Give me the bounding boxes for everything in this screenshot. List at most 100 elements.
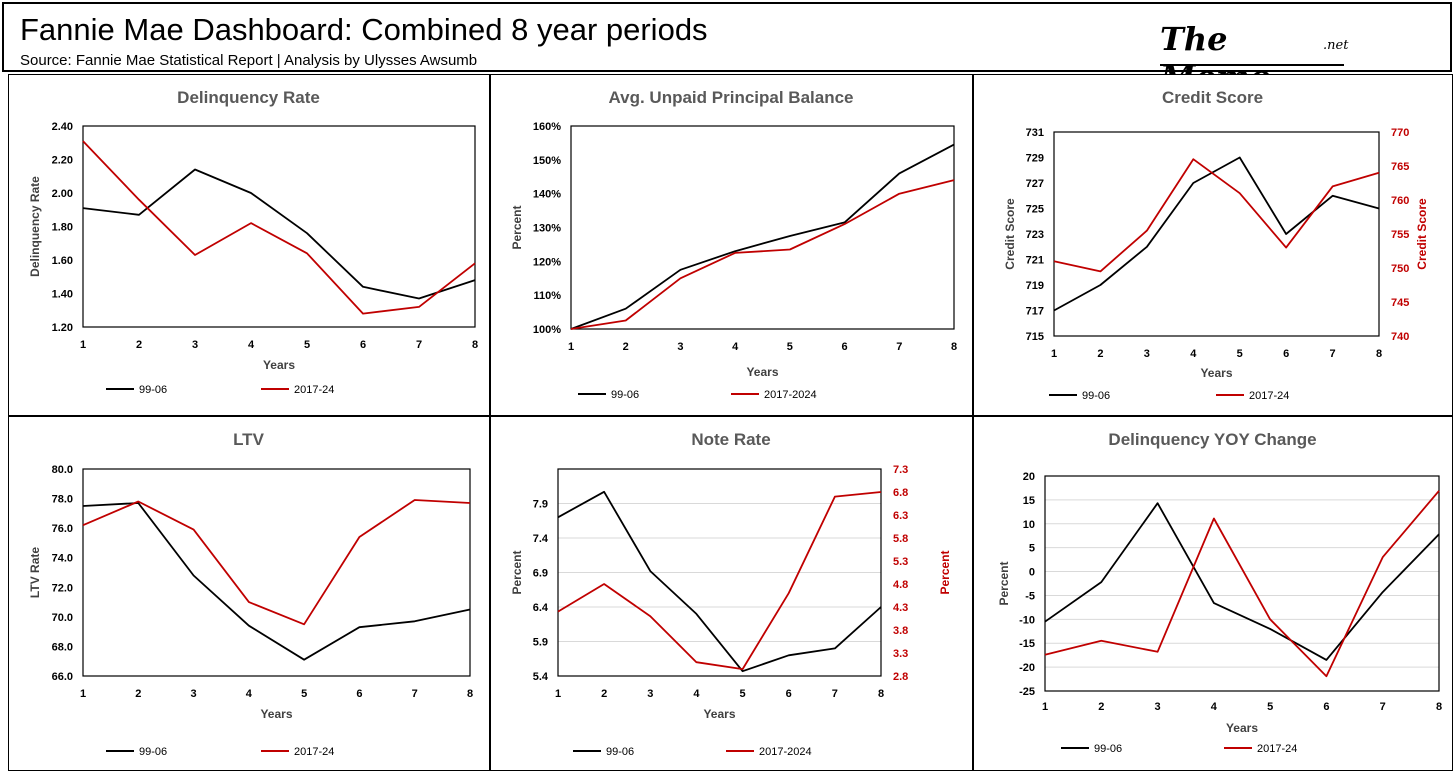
upb-panel: Avg. Unpaid Principal Balance 100% 110% 120…	[490, 74, 973, 416]
ltv-chart: LTV 66.0 68.0 70.0 72.0 74.0 76.0 78.0 80.0 1 2 3 4 5…	[28, 430, 473, 758]
y2-tick-label: 745	[1391, 297, 1409, 309]
y-tick-label: 6.4	[533, 602, 549, 614]
x-tick-label: 7	[1380, 701, 1386, 713]
x-tick-label: 7	[412, 688, 418, 700]
legend-label: 99-06	[611, 389, 639, 401]
x-tick-label: 3	[647, 688, 653, 700]
x-tick-label: 6	[1323, 701, 1329, 713]
series-line-99-06	[1053, 156, 1380, 312]
x-tick-label: 4	[1211, 701, 1218, 713]
y-tick-label: 721	[1026, 255, 1044, 267]
x-tick-label: 3	[1144, 348, 1150, 360]
x-tick-label: 6	[1283, 348, 1289, 360]
y-tick-label: 1.20	[52, 322, 73, 334]
chart-title: Credit Score	[1162, 88, 1263, 107]
x-tick-label: 4	[248, 339, 255, 351]
y2-axis-label: Percent	[938, 550, 952, 594]
y-tick-label: 715	[1026, 331, 1044, 343]
x-tick-label: 5	[1237, 348, 1243, 360]
x-tick-label: 5	[301, 688, 307, 700]
y-tick-label: 72.0	[52, 582, 73, 594]
y-tick-label: -15	[1019, 638, 1035, 650]
legend-label: 99-06	[1082, 390, 1110, 402]
plot-frame	[82, 125, 476, 328]
x-axis-label: Years	[746, 365, 778, 379]
y2-tick-label: 770	[1391, 127, 1409, 139]
y-axis-label: Credit Score	[1003, 198, 1017, 270]
legend-label: 99-06	[139, 384, 167, 396]
legend-label: 99-06	[606, 746, 634, 758]
y-tick-label: 2.20	[52, 155, 73, 167]
y2-tick-label: 750	[1391, 263, 1409, 275]
y2-tick-label: 4.8	[893, 579, 908, 591]
x-tick-label: 4	[732, 341, 739, 353]
y-tick-label: -10	[1019, 614, 1035, 626]
plot-frame	[1053, 131, 1380, 337]
plot-frame	[557, 468, 882, 677]
y-tick-label: 719	[1026, 280, 1044, 292]
series-line-99-06	[82, 168, 476, 300]
x-tick-label: 3	[1155, 701, 1161, 713]
x-tick-label: 2	[623, 341, 629, 353]
y-tick-label: 5.4	[533, 671, 549, 683]
legend-label: 99-06	[139, 746, 167, 758]
x-tick-label: 4	[246, 688, 253, 700]
note-rate-panel: Note Rate 5.4 5.9 6.4 6.9 7.4 7.9 2.8 3.3 3.8 4.3 4…	[490, 416, 973, 771]
dashboard-header: Fannie Mae Dashboard: Combined 8 year pe…	[2, 2, 1452, 96]
legend-label: 2017-24	[1257, 743, 1297, 755]
y-axis-label: Delinquency Rate	[28, 176, 42, 277]
series-line-2017-24	[82, 499, 471, 626]
x-tick-label: 7	[832, 688, 838, 700]
y2-tick-label: 6.8	[893, 487, 908, 499]
x-tick-label: 2	[136, 339, 142, 351]
series-line-99-06	[1044, 502, 1440, 661]
chart-title: Note Rate	[691, 430, 770, 449]
x-tick-label: 5	[1267, 701, 1273, 713]
y2-tick-label: 3.3	[893, 648, 908, 660]
x-tick-label: 3	[191, 688, 197, 700]
x-tick-label: 6	[360, 339, 366, 351]
y2-tick-label: 4.3	[893, 602, 908, 614]
y-tick-label: 80.0	[52, 464, 73, 476]
x-tick-label: 7	[416, 339, 422, 351]
plot-frame	[1044, 475, 1440, 692]
delinquency-rate-panel: Delinquency Rate 1.20 1.40 1.60 1.80 2.00 2.20…	[8, 74, 490, 416]
dashboard-subtitle: Source: Fannie Mae Statistical Report | …	[20, 52, 478, 69]
y-axis-label: Percent	[510, 205, 524, 249]
y-tick-label: 70.0	[52, 612, 73, 624]
legend-label: 2017-24	[294, 746, 334, 758]
y-tick-label: 74.0	[52, 553, 73, 565]
x-tick-label: 1	[555, 688, 561, 700]
y-tick-label: 5	[1029, 543, 1035, 555]
y-tick-label: 2.00	[52, 188, 73, 200]
series-line-99-06	[557, 490, 882, 673]
x-tick-label: 8	[951, 341, 957, 353]
x-tick-label: 6	[842, 341, 848, 353]
y2-tick-label: 740	[1391, 331, 1409, 343]
plot-frame	[82, 468, 471, 677]
y-tick-label: 15	[1023, 495, 1035, 507]
series-line-2017-24	[1053, 158, 1380, 273]
x-tick-label: 4	[1190, 348, 1197, 360]
y-tick-label: 731	[1026, 127, 1044, 139]
the-memo-logo: The Memo .net	[1160, 18, 1348, 96]
x-tick-label: 2	[1098, 701, 1104, 713]
y2-tick-label: 760	[1391, 195, 1409, 207]
legend-label: 2017-2024	[759, 746, 812, 758]
x-tick-label: 5	[787, 341, 793, 353]
legend-label: 2017-24	[294, 384, 334, 396]
x-tick-label: 6	[786, 688, 792, 700]
series-line-2017-24	[82, 140, 476, 315]
logo-tld-text: .net	[1323, 38, 1349, 53]
x-tick-label: 1	[80, 688, 86, 700]
y-tick-label: 7.9	[533, 499, 548, 511]
y-tick-label: 727	[1026, 178, 1044, 190]
x-tick-label: 8	[472, 339, 478, 351]
y-tick-label: 1.60	[52, 255, 73, 267]
x-tick-label: 2	[135, 688, 141, 700]
y-tick-label: 717	[1026, 306, 1044, 318]
x-tick-label: 2	[1097, 348, 1103, 360]
y-tick-label: 76.0	[52, 523, 73, 535]
y-tick-label: 725	[1026, 204, 1044, 216]
y2-tick-label: 765	[1391, 161, 1409, 173]
